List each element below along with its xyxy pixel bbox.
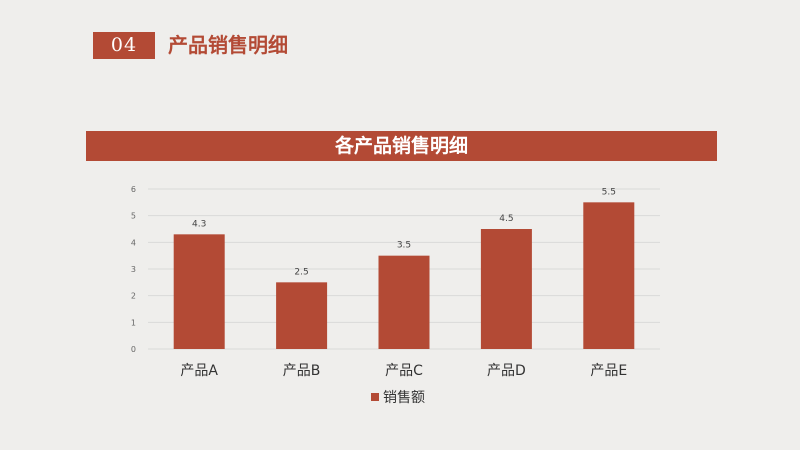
legend-swatch bbox=[371, 393, 379, 401]
legend-label: 销售额 bbox=[383, 390, 425, 406]
data-label: 4.3 bbox=[192, 219, 206, 229]
x-tick-label: 产品A bbox=[180, 363, 218, 379]
x-axis-labels: 产品A 产品B 产品C 产品D 产品E bbox=[180, 363, 627, 379]
y-tick-label: 2 bbox=[131, 292, 136, 301]
y-tick-label: 5 bbox=[131, 212, 136, 221]
bar bbox=[583, 202, 635, 349]
x-tick-label: 产品E bbox=[590, 363, 627, 379]
x-tick-label: 产品B bbox=[283, 363, 321, 379]
bar bbox=[276, 282, 328, 349]
y-axis-ticks: 0 1 2 3 4 5 6 bbox=[131, 185, 136, 354]
x-tick-label: 产品D bbox=[487, 363, 526, 379]
section-number-badge: 04 bbox=[93, 32, 155, 59]
bar bbox=[480, 229, 532, 349]
y-tick-label: 4 bbox=[131, 238, 136, 247]
data-label: 5.5 bbox=[602, 187, 616, 197]
legend: 销售额 bbox=[371, 388, 425, 406]
data-label: 2.5 bbox=[294, 267, 308, 277]
chart-title: 各产品销售明细 bbox=[86, 131, 717, 161]
section-title: 产品销售明细 bbox=[168, 33, 288, 57]
y-tick-label: 6 bbox=[131, 185, 136, 194]
bars bbox=[173, 202, 635, 349]
bar bbox=[173, 234, 225, 349]
data-label: 3.5 bbox=[397, 241, 411, 251]
y-tick-label: 1 bbox=[131, 318, 136, 327]
y-tick-label: 0 bbox=[131, 345, 136, 354]
data-labels: 4.3 2.5 3.5 4.5 5.5 bbox=[192, 187, 616, 277]
bar bbox=[378, 255, 430, 349]
data-label: 4.5 bbox=[499, 214, 513, 224]
y-tick-label: 3 bbox=[131, 265, 136, 274]
x-tick-label: 产品C bbox=[385, 363, 423, 379]
